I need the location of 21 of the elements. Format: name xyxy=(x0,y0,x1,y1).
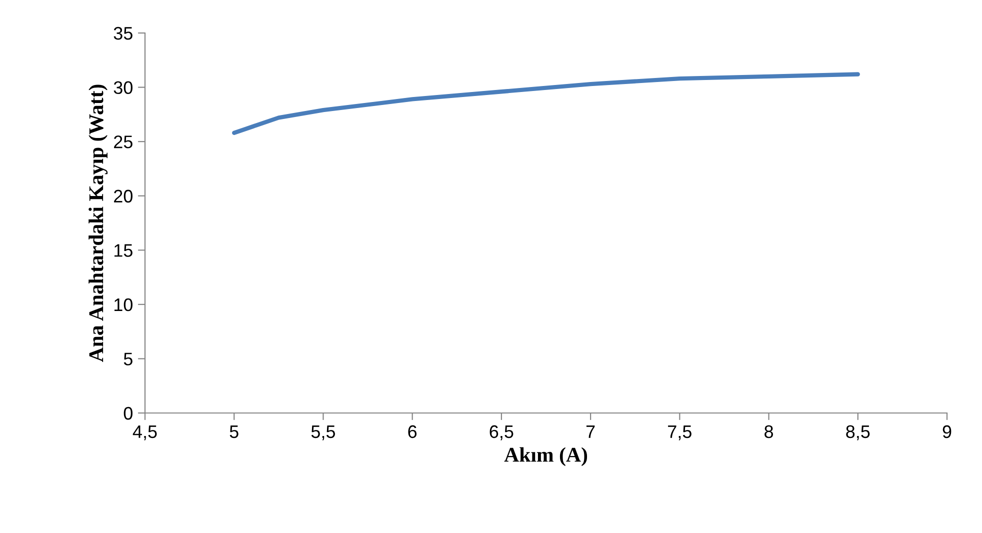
y-tick-label: 5 xyxy=(124,352,132,366)
x-axis-title: Akım (A) xyxy=(504,447,588,466)
x-tick-label: 6,5 xyxy=(490,425,514,440)
x-tick-label: 6 xyxy=(408,425,417,438)
y-axis-title: Ana Anahtardaki Kayıp (Watt) xyxy=(88,84,108,362)
y-tick-label: 25 xyxy=(114,136,132,148)
x-tick-label: 5 xyxy=(230,425,238,438)
y-tick-label: 20 xyxy=(114,190,132,203)
x-tick-label: 8,5 xyxy=(846,425,870,440)
x-tick-label: 4,5 xyxy=(132,425,157,440)
x-tick-label: 7 xyxy=(586,425,595,438)
x-tick-label: 7,5 xyxy=(668,425,692,440)
y-tick-label: 10 xyxy=(114,298,132,312)
y-tick-label: 30 xyxy=(114,81,132,94)
x-tick-label: 8 xyxy=(764,425,774,438)
line-series xyxy=(232,72,860,135)
x-tick-label: 5,5 xyxy=(311,425,336,440)
x-tick-label: 9 xyxy=(942,425,952,438)
y-tick-label: 15 xyxy=(114,244,132,257)
y-tick-label: 35 xyxy=(114,26,132,40)
y-tick-label: 0 xyxy=(124,406,132,420)
